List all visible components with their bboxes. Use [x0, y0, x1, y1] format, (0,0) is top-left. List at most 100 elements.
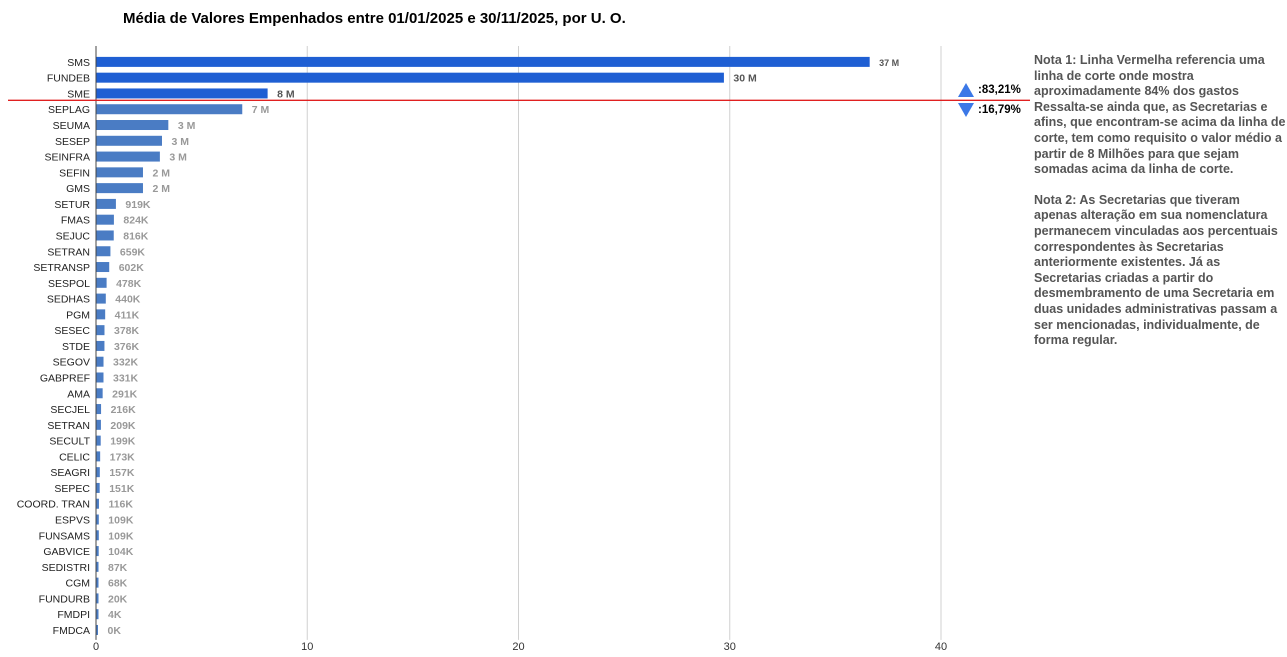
data-label: 919K — [125, 199, 151, 211]
category-label: FUNDEB — [47, 73, 90, 85]
bar — [96, 167, 143, 178]
bar — [96, 404, 102, 415]
category-label: SEDISTRI — [42, 562, 90, 574]
data-label: 68K — [108, 578, 128, 590]
data-label: 659K — [120, 246, 146, 258]
category-label: ESPVS — [55, 515, 90, 527]
note-2: Nota 2: As Secretarias que tiveram apena… — [1034, 192, 1278, 348]
data-label: 3 M — [178, 120, 196, 132]
bar — [96, 262, 110, 273]
bar — [96, 419, 101, 430]
bar — [96, 88, 268, 99]
category-label: FUNSAMS — [39, 530, 90, 542]
category-label: COORD. TRAN — [17, 499, 90, 511]
bar — [96, 340, 105, 351]
bar — [96, 246, 111, 257]
data-label: 216K — [111, 404, 137, 416]
category-label: SESPOL — [48, 278, 90, 290]
data-label: 3 M — [169, 152, 187, 164]
above-cutoff-indicator: :83,21% — [958, 83, 1021, 97]
category-label: GABPREF — [40, 372, 90, 384]
category-label: SETRAN — [47, 246, 90, 258]
x-tick-label: 20 — [512, 641, 524, 653]
bar — [96, 151, 160, 162]
x-tick-label: 30 — [724, 641, 736, 653]
data-label: 109K — [108, 515, 134, 527]
data-label: 3 M — [171, 136, 189, 148]
data-label: 332K — [113, 357, 139, 369]
data-label: 2 M — [152, 183, 170, 195]
data-label: 157K — [109, 467, 135, 479]
bar — [96, 72, 724, 83]
category-label: PGM — [66, 309, 90, 321]
bar — [96, 388, 103, 399]
data-label: 816K — [123, 230, 149, 242]
category-label: SME — [67, 88, 90, 100]
bar — [96, 198, 116, 209]
category-label: SEJUC — [56, 230, 91, 242]
x-tick-label: 40 — [935, 641, 947, 653]
data-label: 109K — [108, 530, 134, 542]
bar — [96, 135, 162, 146]
bar — [96, 183, 143, 194]
category-label: SEINFRA — [44, 152, 90, 164]
category-label: SEUMA — [53, 120, 90, 132]
category-label: SEGOV — [53, 357, 90, 369]
triangle-up-icon — [958, 83, 974, 97]
note-1: Nota 1: Linha Vermelha referencia uma li… — [1034, 53, 1286, 177]
above-cutoff-pct: :83,21% — [978, 84, 1021, 97]
category-label: FMDPI — [57, 609, 90, 621]
bar — [96, 609, 99, 620]
category-label: AMA — [67, 388, 90, 400]
data-label: 151K — [109, 483, 135, 495]
data-label: 199K — [110, 436, 136, 448]
triangle-down-icon — [958, 103, 974, 117]
bar — [96, 624, 98, 635]
bar — [96, 435, 101, 446]
category-label: SEAGRI — [50, 467, 90, 479]
category-label: SEDHAS — [47, 294, 90, 306]
data-label: 8 M — [277, 88, 295, 100]
bar — [96, 120, 169, 131]
bar — [96, 561, 99, 572]
category-label: SECULT — [49, 436, 90, 448]
bar — [96, 104, 243, 115]
bar — [96, 214, 114, 225]
bar — [96, 356, 104, 367]
category-label: SETUR — [54, 199, 90, 211]
category-label: FUNDURB — [39, 593, 90, 605]
x-tick-label: 10 — [301, 641, 313, 653]
data-label: 291K — [112, 388, 138, 400]
bar — [96, 546, 99, 557]
category-label: STDE — [62, 341, 90, 353]
bar — [96, 530, 99, 541]
data-label: 2 M — [152, 167, 170, 179]
bar — [96, 325, 105, 336]
data-label: 0K — [108, 625, 122, 637]
data-label: 411K — [115, 309, 140, 321]
category-label: GMS — [66, 183, 90, 195]
data-label: 116K — [108, 499, 133, 511]
data-label: 378K — [114, 325, 140, 337]
category-label: FMAS — [61, 215, 90, 227]
x-tick-label: 0 — [93, 641, 99, 653]
bar — [96, 230, 114, 241]
data-label: 478K — [116, 278, 142, 290]
category-label: SMS — [67, 57, 90, 69]
category-label: SETRAN — [47, 420, 90, 432]
category-label: CGM — [66, 578, 91, 590]
data-label: 4K — [108, 609, 122, 621]
data-label: 209K — [110, 420, 136, 432]
bar — [96, 467, 100, 478]
bar — [96, 309, 106, 320]
bar — [96, 514, 99, 525]
bar — [96, 593, 99, 604]
notes-panel: Nota 1: Linha Vermelha referencia uma li… — [1034, 53, 1286, 364]
category-label: SECJEL — [50, 404, 90, 416]
bar — [96, 498, 99, 509]
category-label: SEFIN — [59, 167, 90, 179]
data-label: 20K — [108, 593, 128, 605]
data-label: 440K — [115, 294, 141, 306]
data-label: 30 M — [733, 73, 757, 85]
bar — [96, 577, 99, 588]
